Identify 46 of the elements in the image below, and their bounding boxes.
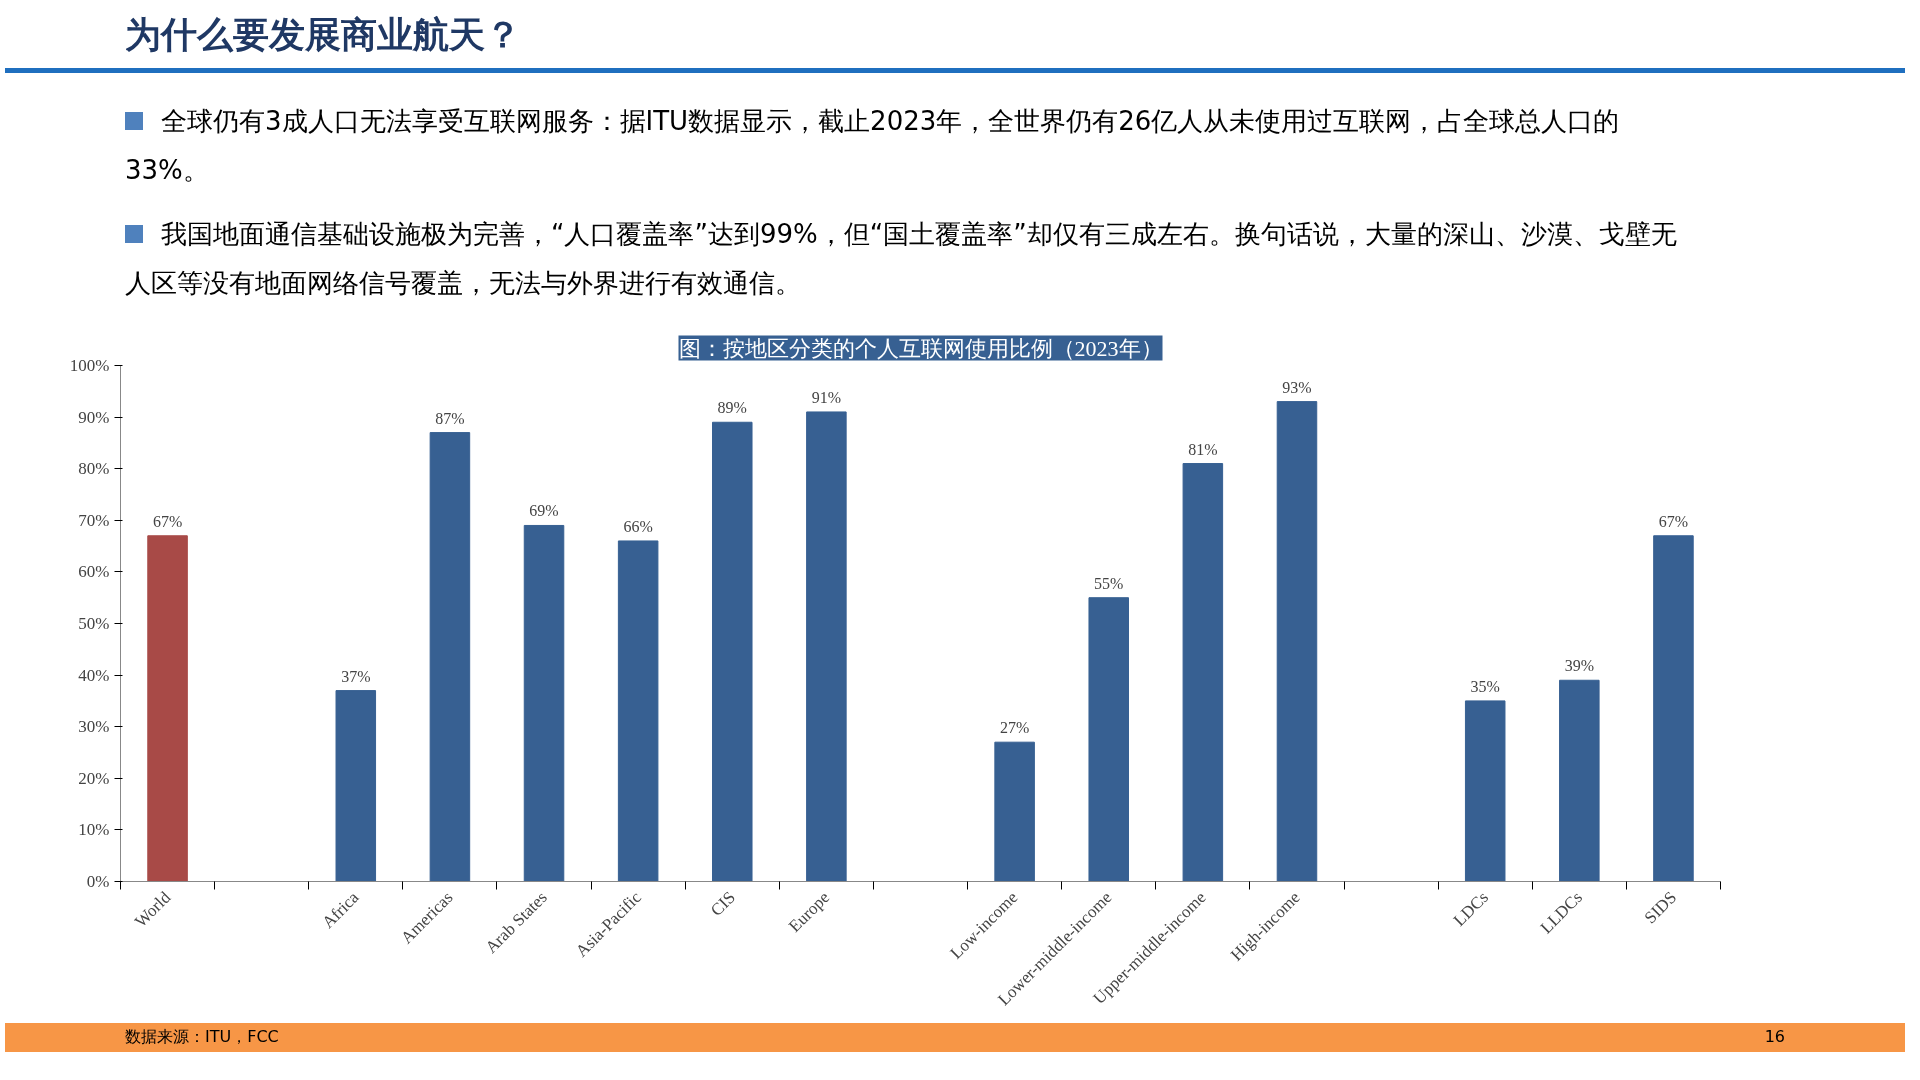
bar [1276, 400, 1318, 882]
chart-subtitle: 图：按地区分类的个人互联网使用比例（2023年） [678, 335, 1163, 361]
y-tick-label: 20% [78, 768, 110, 788]
data-label: 81% [1188, 440, 1218, 458]
bar [1088, 596, 1129, 882]
bar [429, 431, 471, 882]
bar [617, 540, 659, 882]
data-label: 39% [1564, 656, 1594, 674]
bar [1653, 534, 1694, 882]
y-tick-label: 10% [78, 819, 110, 839]
text: 16 [1764, 1026, 1785, 1048]
data-label: 93% [1282, 378, 1312, 396]
data-label: 69% [529, 502, 559, 520]
data-label: 37% [341, 667, 371, 685]
text: 我国地面通信基础设施极为完善，“人口覆盖率”达到99%，但“国土覆盖率”却仅有三成左右。换句话说，大量的深山、沙漠、戈壁无人区等没有地面网络信号覆盖，无法与外界进行有效通信。 [125, 217, 1678, 301]
bar [806, 411, 847, 882]
y-tick-label: 70% [78, 510, 110, 530]
y-tick-label: 50% [78, 613, 110, 633]
bar [1559, 679, 1600, 882]
bar [994, 741, 1035, 882]
bar [523, 524, 565, 882]
data-label: 89% [717, 398, 747, 416]
source-note: 数据来源：ITU，FCC [125, 1026, 279, 1048]
x-tick-label: CIS [706, 887, 739, 920]
text: 全球仍有3成人口无法享受互联网服务：据ITU数据显示，截止2023年，全世界仍有26亿人从未使用过互联网，占全球总人口的33%。 [125, 105, 1621, 188]
y-tick-label: 100% [69, 355, 110, 375]
data-label: 67% [1658, 512, 1689, 530]
y-tick-label: 90% [78, 407, 110, 427]
y-tick-label: 80% [78, 458, 110, 478]
y-tick-label: 30% [78, 716, 110, 736]
data-label: 66% [623, 517, 653, 535]
data-label: 91% [811, 388, 842, 406]
y-tick-label: 60% [78, 561, 110, 581]
chart-title: 为什么要发展商业航天？ [5, 5, 1905, 73]
bar [1464, 699, 1506, 882]
data-label: 27% [999, 718, 1030, 736]
y-tick-label: 40% [78, 665, 110, 685]
bar [1182, 462, 1224, 882]
data-label: 87% [435, 409, 465, 427]
y-tick-label: 0% [86, 871, 110, 891]
data-label: 55% [1094, 574, 1124, 592]
data-label: 67% [152, 512, 183, 530]
bar [712, 421, 753, 882]
data-label: 35% [1470, 677, 1500, 695]
bar [147, 534, 188, 882]
bar [335, 689, 377, 882]
